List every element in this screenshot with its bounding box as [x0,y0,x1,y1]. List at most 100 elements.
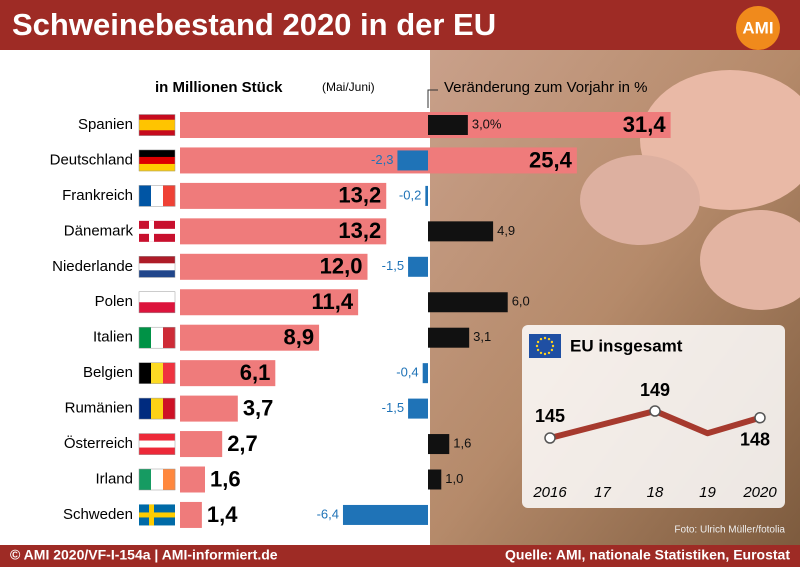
eu-star [550,340,554,344]
flag [139,114,175,121]
eu-star [536,340,540,344]
flag [139,256,175,264]
value-label: -1,5 [382,258,404,273]
bar [180,112,671,138]
value-label: 1,0 [445,471,463,486]
flag [139,327,152,349]
bar-subtitle: (Mai/Juni) [322,80,375,94]
category-label: Polen [95,293,133,310]
bar [180,324,320,351]
flag-border [138,326,176,349]
value-label: 1,4 [207,502,238,527]
flag [139,149,175,158]
value-label: 6,0 [512,294,530,309]
flag [163,185,176,207]
flag [139,185,152,207]
category-label: Österreich [64,434,133,452]
eu-star [535,344,539,348]
value-label: 2,7 [227,431,258,456]
value-label: 12,0 [320,254,363,279]
category-label: Spanien [78,116,133,133]
value-label: 149 [640,380,670,400]
flag [139,447,175,455]
value-label: 13,2 [338,183,381,208]
bar [180,360,276,387]
category-label: Frankreich [62,187,133,204]
bar [180,147,577,174]
value-label: 4,9 [497,223,515,238]
eu-star [536,348,540,352]
category-label: Rumänien [65,400,133,417]
flag-border [138,433,176,455]
flag [163,398,176,420]
category-label: Schweden [63,506,133,523]
value-label: 13,2 [338,218,381,243]
flag [139,163,175,172]
flag-border [138,291,176,313]
flag [139,270,175,278]
category-label: Niederlande [52,258,133,275]
flag-border [138,362,176,384]
flag [139,156,175,165]
pig [700,210,800,310]
photo-credit: Foto: Ulrich Müller/fotolia [674,525,785,536]
category-label: Dänemark [64,222,134,239]
flag [151,327,164,349]
category-label: Irland [95,470,133,487]
x-tick-label: 2020 [742,484,777,501]
value-label: -0,2 [399,187,421,202]
flag [139,512,175,518]
value-label: 1,6 [210,466,241,491]
category-label: Italien [93,329,133,346]
x-tick-label: 2016 [532,484,567,501]
value-label: 25,4 [529,147,573,172]
eu-title: EU insgesamt [570,336,683,355]
bar [342,504,428,525]
pig [580,155,700,245]
value-label: 148 [740,430,770,450]
bracket [427,89,438,108]
flag [139,228,175,234]
category-label: Belgien [83,364,133,381]
bar [428,469,442,490]
value-label: 6,1 [240,360,271,385]
flag-border [138,256,176,278]
title: Schweinebestand 2020 in der EU [12,7,496,42]
flag [163,327,176,349]
bar [180,218,387,245]
flag [139,362,152,384]
flag-border [138,185,176,207]
eu-star [547,351,551,355]
category-label: Deutschland [50,151,133,168]
bar [180,466,205,493]
value-label: 11,4 [312,289,354,314]
bar [428,327,470,348]
bar [428,221,494,242]
bar [180,501,202,528]
flag [139,263,175,271]
bar [428,292,508,313]
flag [151,362,164,384]
bar [180,253,368,280]
bar [408,256,428,277]
x-tick-label: 17 [594,484,611,501]
eu-star [543,336,547,340]
value-label: 3,0% [472,116,502,131]
flag-border [138,149,176,172]
flag [151,185,164,207]
eu-star [539,351,543,355]
flag [139,398,152,420]
footer-right: Quelle: AMI, nationale Statistiken, Euro… [505,547,790,563]
logo [736,6,780,50]
bar [180,182,387,209]
bar [425,185,428,206]
value-label: 3,1 [473,329,491,344]
flag [151,469,164,490]
eu-star [551,344,555,348]
point [544,432,556,444]
bar [408,398,428,419]
value-label: -1,5 [382,400,404,415]
flag [139,440,175,448]
eu-star [543,352,547,356]
